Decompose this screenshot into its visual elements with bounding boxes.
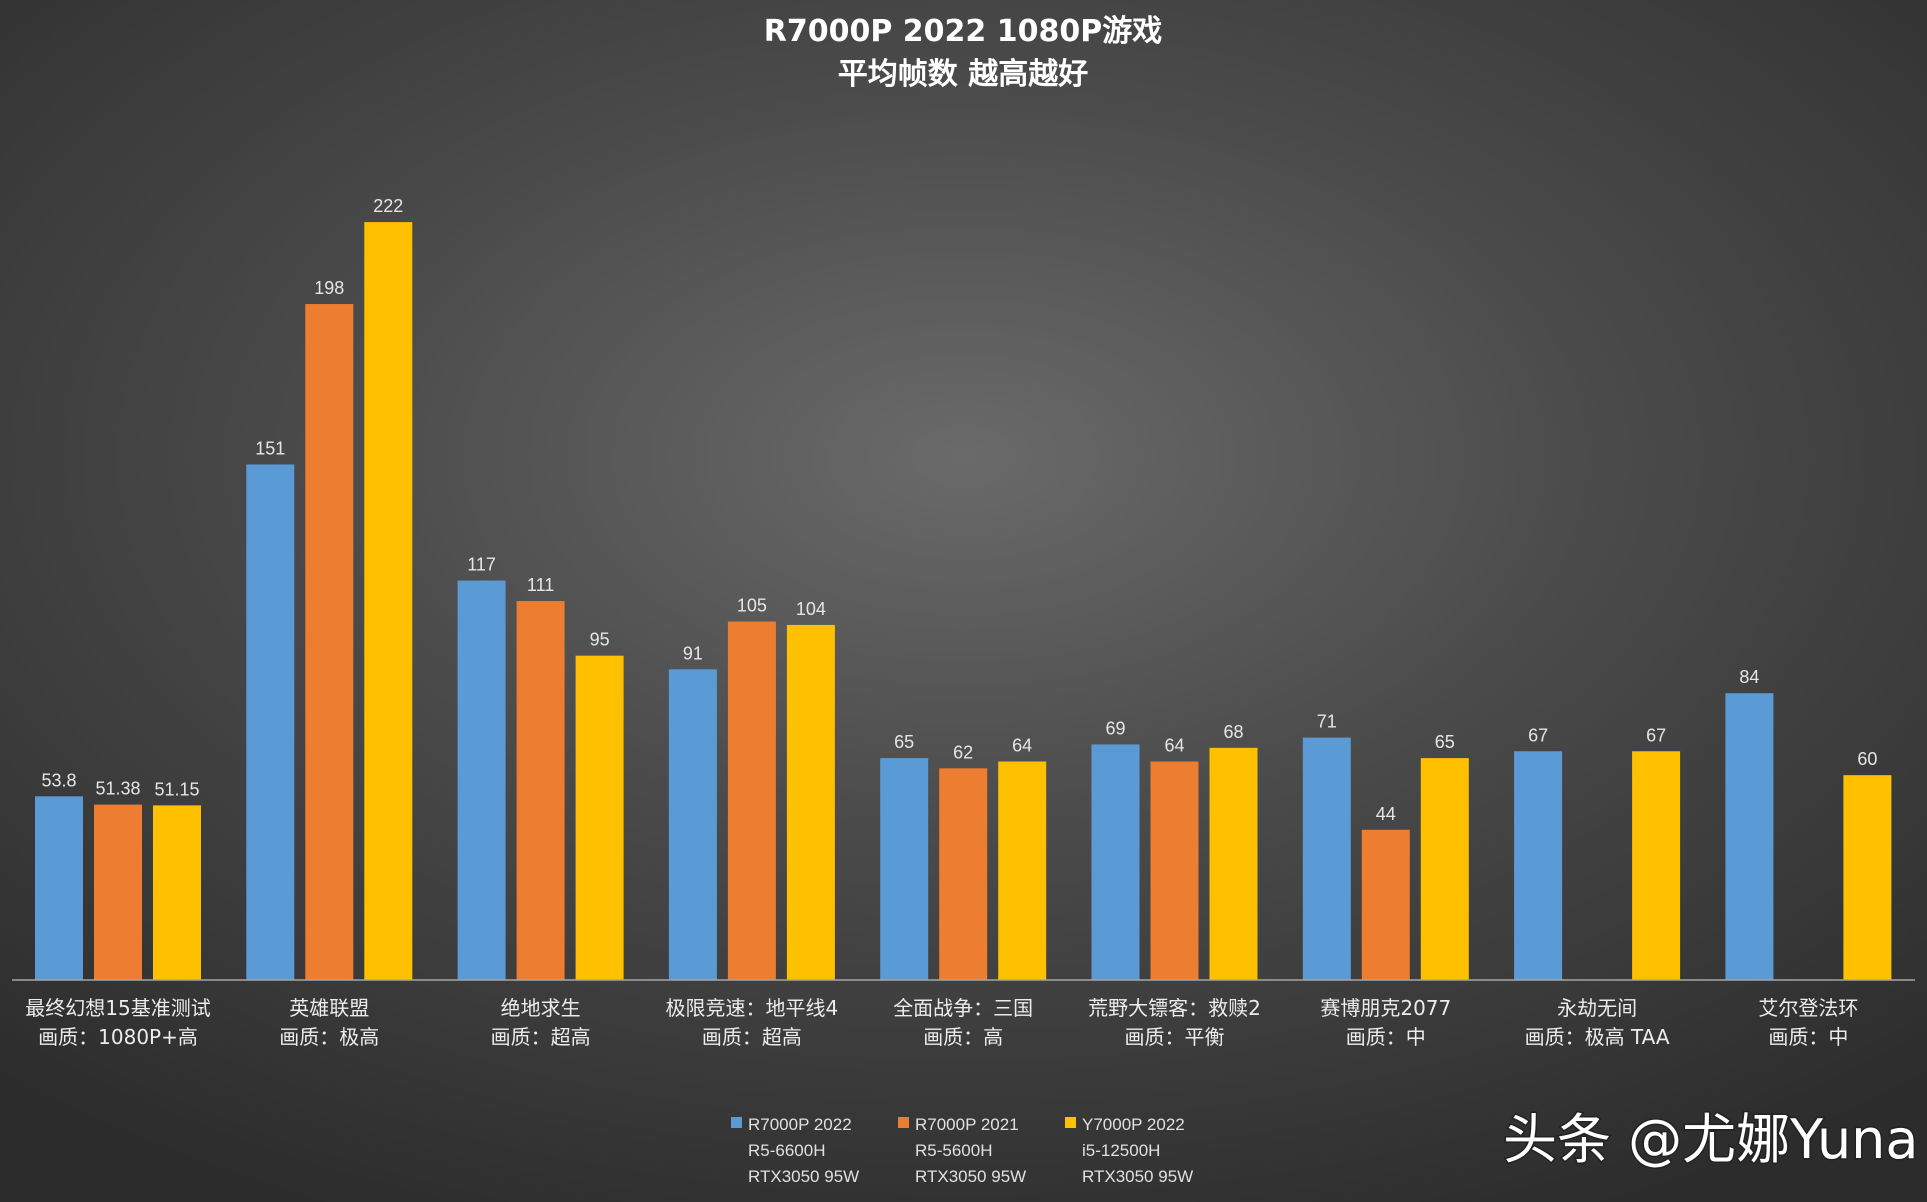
bar [727, 621, 776, 980]
bar [153, 805, 201, 980]
bar [1361, 829, 1410, 980]
category-label: 极限竞速：地平线4 [666, 996, 839, 1020]
bar [575, 655, 624, 980]
legend-label: R5-5600H [915, 1141, 993, 1160]
bar [786, 624, 835, 980]
bar [35, 796, 83, 980]
legend-label: RTX3050 95W [748, 1167, 859, 1186]
bar [516, 601, 565, 980]
category-label: 荒野大镖客：救赎2 [1088, 996, 1261, 1020]
data-label: 104 [796, 599, 826, 619]
data-label: 91 [683, 643, 703, 663]
data-label: 105 [737, 596, 767, 616]
legend-swatch [898, 1117, 909, 1128]
data-label: 60 [1857, 749, 1877, 769]
category-label: 全面战争：三国 [893, 996, 1033, 1020]
category-label: 画质：超高 [702, 1025, 802, 1049]
data-label: 71 [1317, 712, 1337, 732]
data-label: 222 [373, 196, 403, 216]
data-label: 117 [467, 555, 496, 575]
chart-title: 平均帧数 越高越好 [838, 57, 1088, 92]
category-label: 绝地求生 [501, 996, 581, 1020]
category-label: 画质：中 [1768, 1025, 1848, 1049]
bar [1843, 775, 1892, 980]
bar [1302, 737, 1351, 980]
data-label: 84 [1739, 667, 1759, 687]
bar [1725, 693, 1774, 980]
category-label: 最终幻想15基准测试 [25, 996, 210, 1020]
data-label: 65 [894, 732, 914, 752]
watermark: 头条 @尤娜Yuna [1503, 1108, 1919, 1171]
bar [457, 580, 506, 980]
category-label: 画质：1080P+高 [38, 1025, 198, 1049]
legend-label: R5-6600H [748, 1141, 826, 1160]
data-label: 62 [953, 742, 973, 762]
legend-label: RTX3050 95W [915, 1167, 1026, 1186]
data-label: 64 [1012, 736, 1032, 756]
chart-title: R7000P 2022 1080P游戏 [764, 14, 1162, 49]
data-label: 198 [314, 278, 344, 298]
data-label: 95 [590, 630, 610, 650]
category-label: 画质：中 [1346, 1025, 1426, 1049]
data-label: 64 [1164, 736, 1184, 756]
data-label: 69 [1105, 718, 1125, 738]
bar [1209, 747, 1258, 980]
category-label: 画质：极高 TAA [1525, 1025, 1670, 1049]
bar [939, 768, 988, 980]
category-label: 画质：超高 [491, 1025, 591, 1049]
bar [880, 758, 929, 980]
data-label: 151 [255, 438, 285, 458]
legend-label: R7000P 2022 [748, 1115, 852, 1134]
data-label: 53.8 [41, 770, 76, 790]
data-label: 51.38 [95, 779, 140, 799]
bar [364, 222, 413, 981]
category-label: 画质：高 [923, 1025, 1003, 1049]
bar [246, 464, 295, 981]
legend-label: Y7000P 2022 [1082, 1115, 1185, 1134]
legend-label: i5-12500H [1082, 1141, 1160, 1160]
bar [668, 669, 717, 980]
bar [305, 304, 354, 980]
category-label: 画质：平衡 [1125, 1025, 1225, 1049]
bar [94, 804, 142, 980]
bar [1091, 744, 1140, 980]
legend-label: R7000P 2021 [915, 1115, 1019, 1134]
data-label: 111 [527, 575, 554, 595]
legend-swatch [731, 1117, 742, 1128]
data-label: 51.15 [154, 779, 199, 799]
bar [1632, 751, 1681, 980]
data-label: 68 [1223, 722, 1243, 742]
data-label: 65 [1435, 732, 1455, 752]
category-label: 画质：极高 [279, 1025, 379, 1049]
bar [1420, 758, 1469, 980]
category-label: 英雄联盟 [289, 996, 369, 1020]
data-label: 44 [1376, 804, 1396, 824]
category-label: 永劫无间 [1557, 996, 1637, 1020]
bar [1150, 761, 1199, 980]
category-label: 赛博朋克2077 [1320, 996, 1451, 1020]
bar [998, 761, 1047, 980]
data-label: 67 [1646, 725, 1666, 745]
bar [1514, 751, 1563, 980]
data-label: 67 [1528, 725, 1548, 745]
category-label: 艾尔登法环 [1758, 996, 1858, 1020]
legend-label: RTX3050 95W [1082, 1167, 1193, 1186]
legend-swatch [1065, 1117, 1076, 1128]
